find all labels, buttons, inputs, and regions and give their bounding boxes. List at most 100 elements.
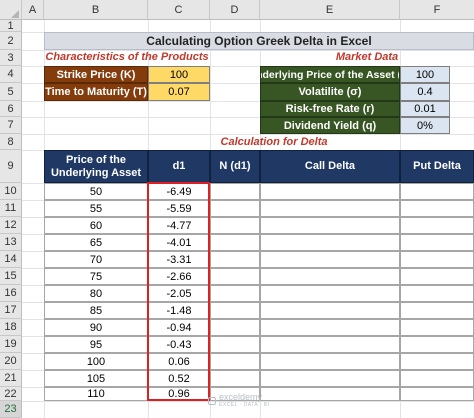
price-cell[interactable]: 65 xyxy=(44,234,148,251)
strike-price-label[interactable]: Strike Price (K) xyxy=(44,66,148,83)
d1-cell[interactable]: 0.06 xyxy=(148,353,210,370)
column-header-c[interactable]: C xyxy=(148,0,210,20)
market-data-heading[interactable]: Market Data xyxy=(335,51,399,63)
strike-price-value[interactable]: 100 xyxy=(148,66,210,83)
row-header-16[interactable]: 16 xyxy=(0,285,22,302)
market-label-risk-free-rate[interactable]: Risk-free Rate (r) xyxy=(260,101,400,117)
row-header-15[interactable]: 15 xyxy=(0,268,22,285)
d1-cell[interactable]: -4.77 xyxy=(148,217,210,234)
d1-cell[interactable]: -1.48 xyxy=(148,302,210,319)
sheet-title[interactable]: Calculating Option Greek Delta in Excel xyxy=(44,32,474,50)
row-header-14[interactable]: 14 xyxy=(0,251,22,268)
price-cell[interactable]: 95 xyxy=(44,336,148,353)
n-d1-cell[interactable] xyxy=(210,200,260,217)
header-call-delta[interactable]: Call Delta xyxy=(260,150,400,183)
header-underlying-price[interactable]: Price of the Underlying Asset xyxy=(44,150,148,183)
row-header-17[interactable]: 17 xyxy=(0,302,22,319)
call-delta-cell[interactable] xyxy=(260,387,400,401)
calc-heading[interactable]: Calculation for Delta xyxy=(220,136,328,148)
select-all-corner[interactable] xyxy=(0,0,22,20)
row-header-8[interactable]: 8 xyxy=(0,134,22,150)
d1-cell[interactable]: -2.66 xyxy=(148,268,210,285)
price-cell[interactable]: 100 xyxy=(44,353,148,370)
call-delta-cell[interactable] xyxy=(260,353,400,370)
put-delta-cell[interactable] xyxy=(400,183,474,200)
row-header-12[interactable]: 12 xyxy=(0,217,22,234)
header-n-d1[interactable]: N (d1) xyxy=(210,150,260,183)
market-value-dividend-yield[interactable]: 0% xyxy=(400,117,450,134)
call-delta-cell[interactable] xyxy=(260,336,400,353)
column-header-a[interactable]: A xyxy=(22,0,44,20)
call-delta-cell[interactable] xyxy=(260,217,400,234)
call-delta-cell[interactable] xyxy=(260,183,400,200)
put-delta-cell[interactable] xyxy=(400,217,474,234)
price-cell[interactable]: 60 xyxy=(44,217,148,234)
row-header-19[interactable]: 19 xyxy=(0,336,22,353)
n-d1-cell[interactable] xyxy=(210,251,260,268)
price-cell[interactable]: 50 xyxy=(44,183,148,200)
call-delta-cell[interactable] xyxy=(260,302,400,319)
n-d1-cell[interactable] xyxy=(210,387,260,401)
call-delta-cell[interactable] xyxy=(260,234,400,251)
call-delta-cell[interactable] xyxy=(260,251,400,268)
call-delta-cell[interactable] xyxy=(260,200,400,217)
row-header-11[interactable]: 11 xyxy=(0,200,22,217)
put-delta-cell[interactable] xyxy=(400,268,474,285)
n-d1-cell[interactable] xyxy=(210,234,260,251)
market-value-underlying-price[interactable]: 100 xyxy=(400,66,450,83)
column-header-b[interactable]: B xyxy=(44,0,148,20)
row-header-4[interactable]: 4 xyxy=(0,66,22,83)
put-delta-cell[interactable] xyxy=(400,302,474,319)
row-header-21[interactable]: 21 xyxy=(0,370,22,387)
row-header-10[interactable]: 10 xyxy=(0,183,22,200)
row-header-20[interactable]: 20 xyxy=(0,353,22,370)
price-cell[interactable]: 75 xyxy=(44,268,148,285)
call-delta-cell[interactable] xyxy=(260,370,400,387)
market-label-dividend-yield[interactable]: Dividend Yield (q) xyxy=(260,117,400,134)
market-value-risk-free-rate[interactable]: 0.01 xyxy=(400,101,450,117)
row-header-13[interactable]: 13 xyxy=(0,234,22,251)
market-label-volatility[interactable]: Volatilite (σ) xyxy=(260,83,400,101)
price-cell[interactable]: 85 xyxy=(44,302,148,319)
d1-cell[interactable]: -0.94 xyxy=(148,319,210,336)
market-value-volatility[interactable]: 0.4 xyxy=(400,83,450,101)
d1-cell[interactable]: 0.96 xyxy=(148,387,210,401)
d1-cell[interactable]: 0.52 xyxy=(148,370,210,387)
put-delta-cell[interactable] xyxy=(400,200,474,217)
price-cell[interactable]: 70 xyxy=(44,251,148,268)
row-header-6[interactable]: 6 xyxy=(0,101,22,117)
put-delta-cell[interactable] xyxy=(400,387,474,401)
time-to-maturity-label[interactable]: Time to Maturity (T) xyxy=(44,83,148,101)
put-delta-cell[interactable] xyxy=(400,234,474,251)
n-d1-cell[interactable] xyxy=(210,319,260,336)
put-delta-cell[interactable] xyxy=(400,319,474,336)
row-header-5[interactable]: 5 xyxy=(0,83,22,101)
price-cell[interactable]: 105 xyxy=(44,370,148,387)
row-header-18[interactable]: 18 xyxy=(0,319,22,336)
row-header-9[interactable]: 9 xyxy=(0,150,22,183)
row-header-23[interactable]: 23 xyxy=(0,401,22,418)
header-put-delta[interactable]: Put Delta xyxy=(400,150,474,183)
n-d1-cell[interactable] xyxy=(210,217,260,234)
n-d1-cell[interactable] xyxy=(210,336,260,353)
put-delta-cell[interactable] xyxy=(400,251,474,268)
column-header-e[interactable]: E xyxy=(260,0,400,20)
call-delta-cell[interactable] xyxy=(260,268,400,285)
products-heading[interactable]: Characteristics of the Products xyxy=(45,51,209,63)
d1-cell[interactable]: -3.31 xyxy=(148,251,210,268)
d1-cell[interactable]: -0.43 xyxy=(148,336,210,353)
call-delta-cell[interactable] xyxy=(260,285,400,302)
price-cell[interactable]: 110 xyxy=(44,387,148,401)
put-delta-cell[interactable] xyxy=(400,353,474,370)
d1-cell[interactable]: -5.59 xyxy=(148,200,210,217)
price-cell[interactable]: 90 xyxy=(44,319,148,336)
n-d1-cell[interactable] xyxy=(210,285,260,302)
column-header-d[interactable]: D xyxy=(210,0,260,20)
n-d1-cell[interactable] xyxy=(210,183,260,200)
d1-cell[interactable]: -4.01 xyxy=(148,234,210,251)
price-cell[interactable]: 55 xyxy=(44,200,148,217)
row-header-22[interactable]: 22 xyxy=(0,387,22,401)
row-header-2[interactable]: 2 xyxy=(0,32,22,50)
n-d1-cell[interactable] xyxy=(210,302,260,319)
row-header-1[interactable]: 1 xyxy=(0,20,22,32)
